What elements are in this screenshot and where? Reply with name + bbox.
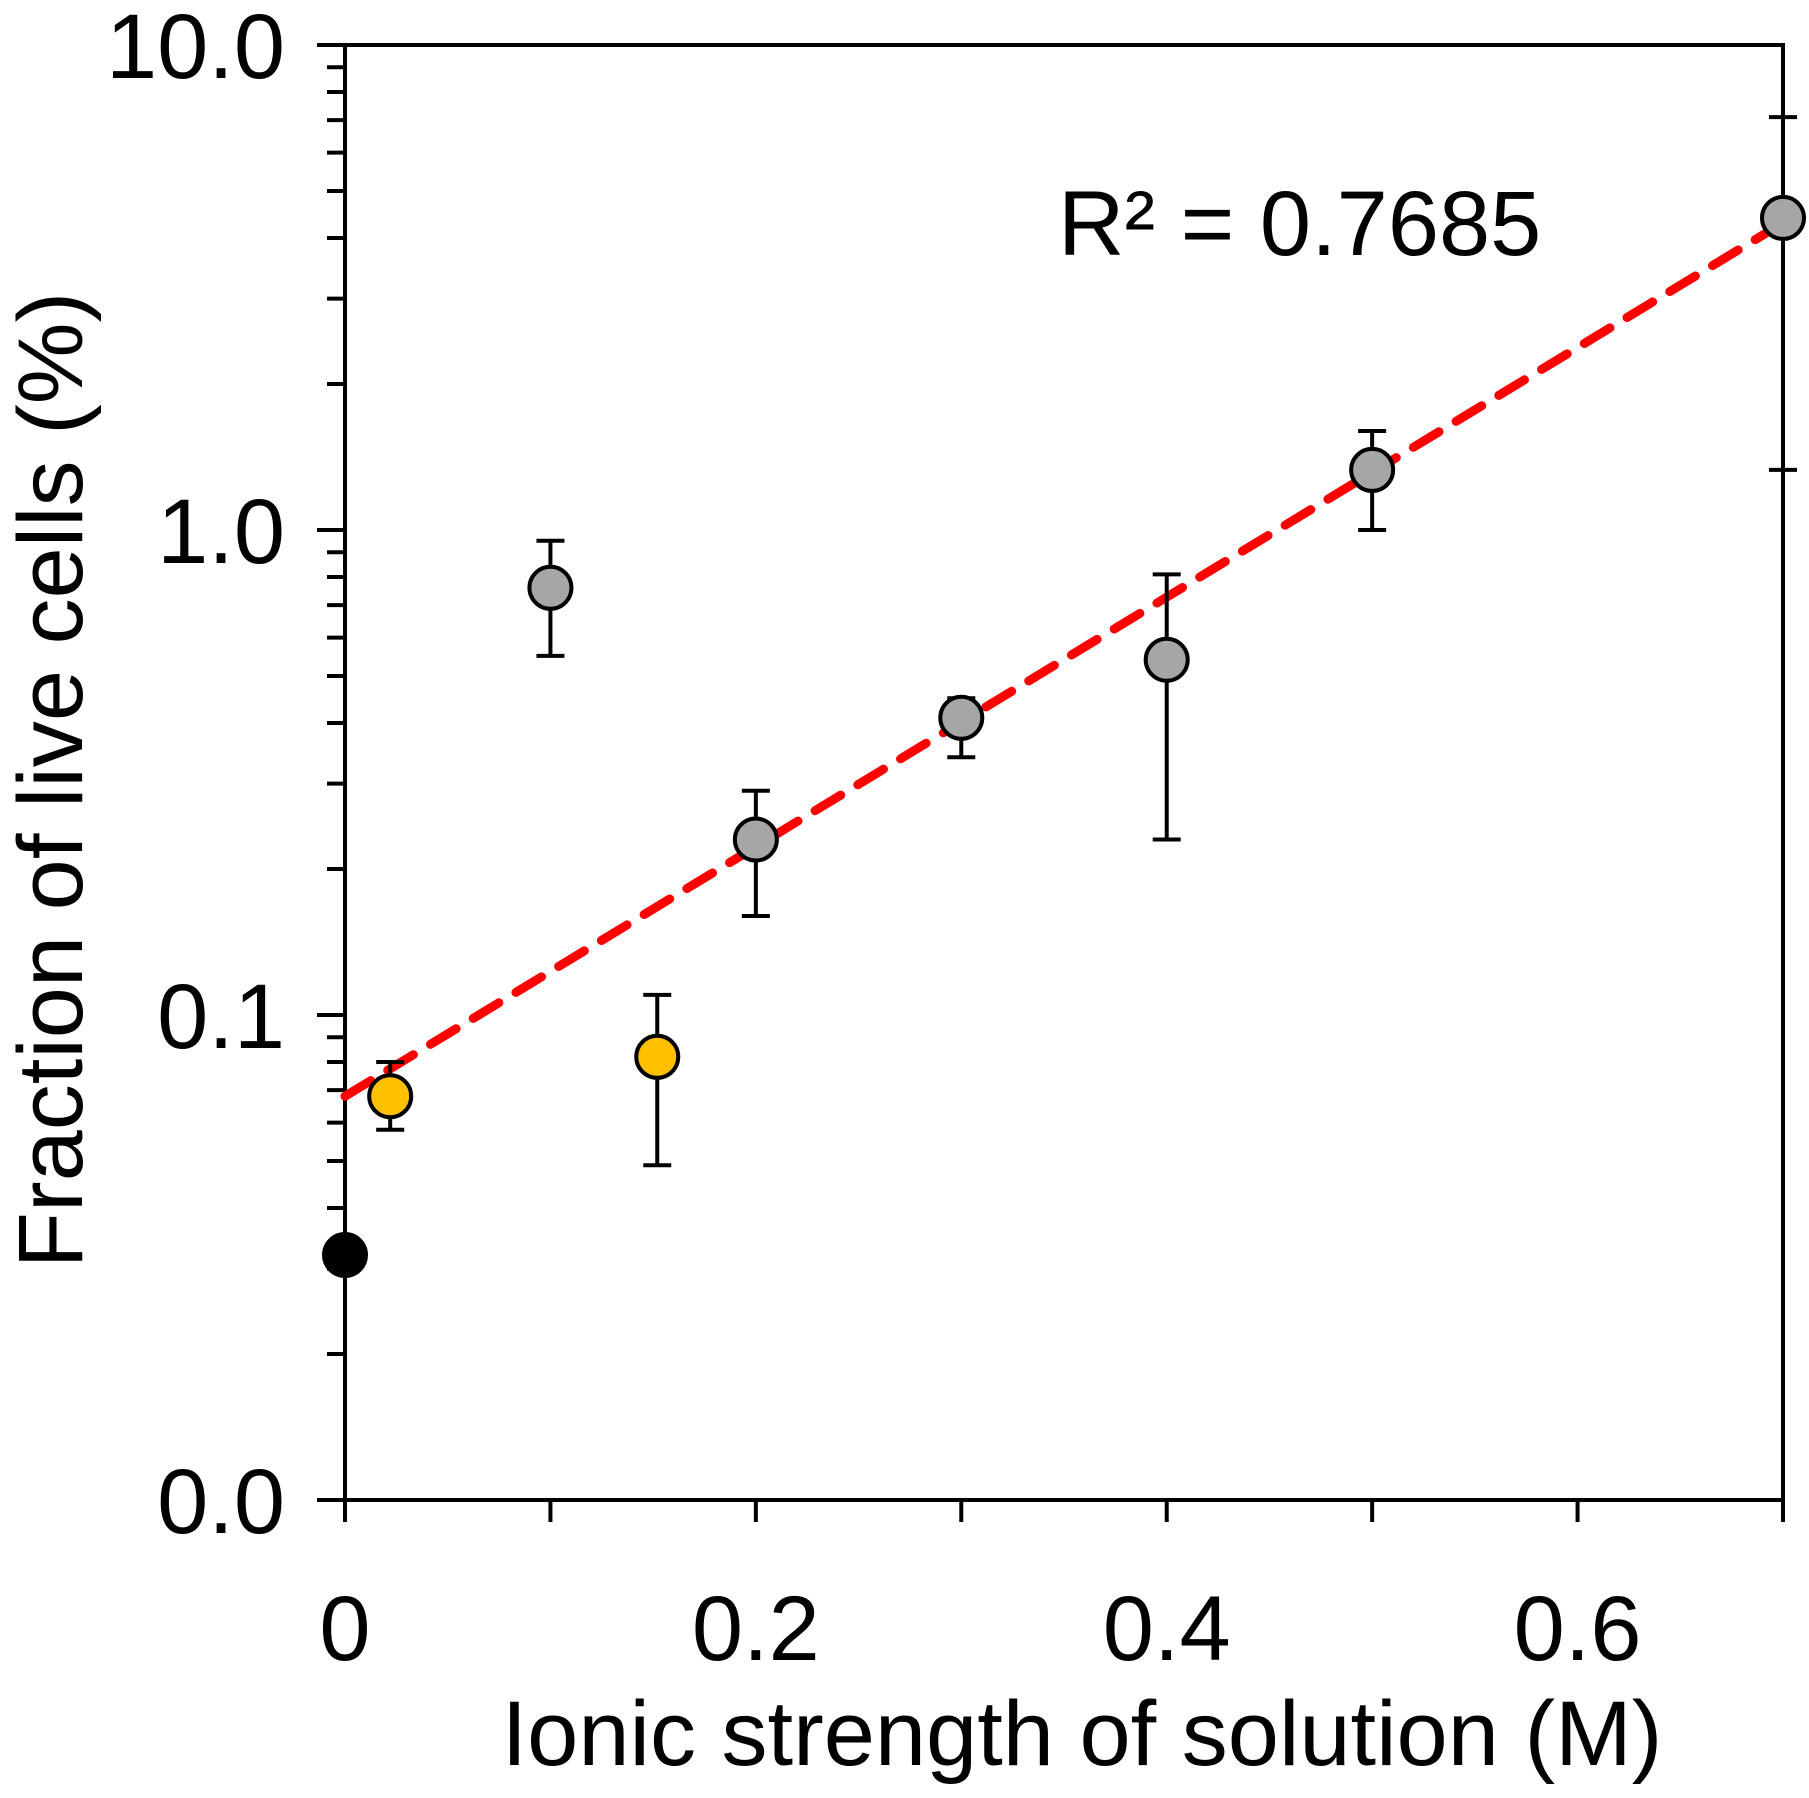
point-layer — [322, 194, 1806, 1279]
x-tick-label: 0.2 — [692, 1578, 820, 1680]
x-tick-label: 0.4 — [1103, 1578, 1231, 1680]
plot-frame — [343, 43, 1785, 1502]
error-bar — [1769, 115, 1797, 472]
error-bar — [643, 992, 672, 1168]
data-point-gray — [1760, 194, 1806, 241]
y-tick-label: 0.0 — [157, 1451, 285, 1553]
x-tick-labels: 0 0.2 0.4 0.6 — [319, 1578, 1641, 1680]
plot-border — [343, 43, 1785, 1502]
x-tick-label: 0.6 — [1514, 1578, 1642, 1680]
data-point-gray — [732, 816, 779, 863]
y-tick-label: 10.0 — [106, 0, 285, 98]
data-point-yellow — [634, 1033, 681, 1080]
y-tick-labels: 10.0 1.0 0.1 0.0 — [106, 0, 285, 1553]
x-axis-title: Ionic strength of solution (M) — [502, 1683, 1663, 1785]
y-axis-title: Fraction of live cells (%) — [0, 292, 102, 1268]
data-point-gray — [1143, 636, 1190, 683]
r-squared-label: R² = 0.7685 — [1058, 173, 1541, 275]
data-point-gray — [527, 564, 574, 611]
trendline — [340, 218, 1788, 1101]
data-point-control — [322, 1232, 368, 1279]
trendline-layer — [340, 218, 1788, 1101]
data-point-gray — [938, 694, 985, 741]
y-tick-label: 0.1 — [157, 966, 285, 1068]
data-point-yellow — [367, 1073, 414, 1120]
data-point-gray — [1349, 446, 1396, 493]
error-bar — [1152, 572, 1181, 842]
x-ticks — [343, 1500, 1785, 1522]
y-tick-label: 1.0 — [157, 481, 285, 583]
y-minor-ticks — [317, 43, 345, 1502]
x-tick-label: 0 — [319, 1578, 370, 1680]
